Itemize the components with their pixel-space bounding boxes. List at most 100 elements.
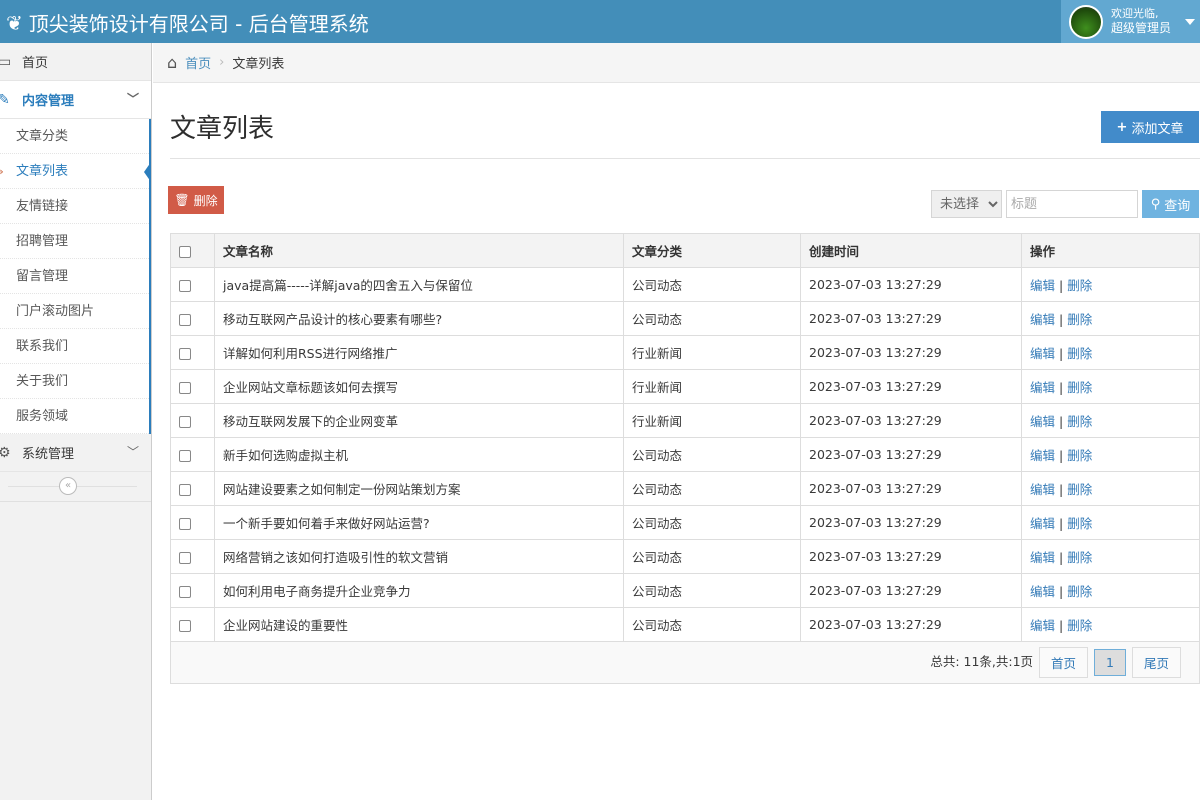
category-select[interactable]: 未选择 [931, 190, 1002, 218]
select-all-checkbox[interactable] [179, 245, 191, 258]
page-1-button[interactable]: 1 [1094, 649, 1126, 676]
breadcrumb-home[interactable]: 首页 [185, 57, 212, 72]
sidebar-subitem[interactable]: 文章分类 [0, 119, 149, 154]
separator: | [1059, 414, 1064, 429]
created-time: 2023-07-03 13:27:29 [800, 505, 1022, 540]
row-checkbox[interactable] [179, 517, 191, 530]
delete-link[interactable]: 删除 [1067, 516, 1093, 531]
edit-link[interactable]: 编辑 [1030, 482, 1056, 497]
sidebar-subitem[interactable]: 关于我们 [0, 364, 149, 399]
row-checkbox[interactable] [179, 279, 191, 292]
user-name: 超级管理员 [1111, 21, 1172, 35]
edit-link[interactable]: 编辑 [1030, 448, 1056, 463]
row-checkbox[interactable] [179, 585, 191, 598]
home-icon: ⌂ [167, 53, 178, 72]
sidebar-subitem[interactable]: 友情链接 [0, 189, 149, 224]
last-page-button[interactable]: 尾页 [1131, 647, 1181, 678]
row-checkbox[interactable] [179, 551, 191, 564]
sidebar-collapse: « [0, 472, 151, 502]
delete-link[interactable]: 删除 [1067, 414, 1093, 429]
sidebar-label: 首页 [22, 56, 49, 71]
brand[interactable]: ❦ 顶尖装饰设计有限公司 - 后台管理系统 [6, 8, 369, 37]
edit-link[interactable]: 编辑 [1030, 516, 1056, 531]
sidebar-item-home[interactable]: ▭ 首页 [0, 43, 151, 81]
separator: | [1059, 550, 1064, 565]
sidebar-subitem[interactable]: 联系我们 [0, 329, 149, 364]
sidebar-item-content[interactable]: ✎ 内容管理 ﹀ [0, 81, 151, 119]
sidebar-subitem[interactable]: 招聘管理 [0, 224, 149, 259]
table-row: 移动互联网发展下的企业网变革 行业新闻 2023-07-03 13:27:29 … [170, 403, 1200, 438]
plus-icon: + [1116, 119, 1128, 135]
add-article-button[interactable]: + 添加文章 [1101, 111, 1199, 143]
article-category: 行业新闻 [623, 335, 801, 370]
row-actions: 编辑 | 删除 [1021, 471, 1200, 506]
button-label: 添加文章 [1131, 121, 1184, 137]
delete-link[interactable]: 删除 [1067, 380, 1093, 395]
sidebar-subitem[interactable]: 文章列表 [0, 154, 151, 189]
first-page-button[interactable]: 首页 [1039, 647, 1089, 678]
row-checkbox[interactable] [179, 619, 191, 632]
delete-link[interactable]: 删除 [1067, 346, 1093, 361]
edit-link[interactable]: 编辑 [1030, 414, 1056, 429]
article-title: 移动互联网产品设计的核心要素有哪些? [214, 301, 624, 336]
edit-link[interactable]: 编辑 [1030, 584, 1056, 599]
sidebar-label: 系统管理 [22, 447, 75, 462]
caret-down-icon [1185, 18, 1196, 25]
double-left-icon[interactable]: « [59, 477, 77, 495]
breadcrumb-separator: › [219, 55, 225, 70]
delete-link[interactable]: 删除 [1067, 278, 1093, 293]
delete-link[interactable]: 删除 [1067, 448, 1093, 463]
delete-link[interactable]: 删除 [1067, 618, 1093, 633]
button-label: 删除 [193, 193, 218, 208]
delete-link[interactable]: 删除 [1067, 312, 1093, 327]
row-checkbox[interactable] [179, 415, 191, 428]
article-title: 一个新手要如何着手来做好网站运营? [214, 505, 624, 540]
query-button[interactable]: ⚲ 查询 [1142, 190, 1199, 218]
row-checkbox[interactable] [179, 347, 191, 360]
row-actions: 编辑 | 删除 [1021, 267, 1200, 302]
chevron-down-icon: ﹀ [126, 92, 139, 106]
article-title: 如何利用电子商务提升企业竞争力 [214, 573, 624, 608]
article-title: java提高篇-----详解java的四舍五入与保留位 [214, 267, 624, 302]
article-category: 公司动态 [623, 505, 801, 540]
row-checkbox[interactable] [179, 449, 191, 462]
delete-link[interactable]: 删除 [1067, 550, 1093, 565]
avatar [1069, 4, 1103, 39]
row-checkbox[interactable] [179, 483, 191, 496]
delete-link[interactable]: 删除 [1067, 482, 1093, 497]
article-category: 公司动态 [623, 437, 801, 472]
article-category: 公司动态 [623, 573, 801, 608]
top-header: ❦ 顶尖装饰设计有限公司 - 后台管理系统 欢迎光临, 超级管理员 [0, 0, 1200, 43]
edit-link[interactable]: 编辑 [1030, 550, 1056, 565]
delete-link[interactable]: 删除 [1067, 584, 1093, 599]
row-actions: 编辑 | 删除 [1021, 301, 1200, 336]
content-submenu: 文章分类文章列表友情链接招聘管理留言管理门户滚动图片联系我们关于我们服务领域 [0, 119, 151, 434]
article-title: 网络营销之该如何打造吸引性的软文营销 [214, 539, 624, 574]
sidebar-item-system[interactable]: ⚙ 系统管理 ﹀ [0, 434, 151, 472]
sidebar-label: 内容管理 [22, 94, 75, 109]
row-actions: 编辑 | 删除 [1021, 403, 1200, 438]
user-menu[interactable]: 欢迎光临, 超级管理员 [1061, 0, 1200, 43]
row-actions: 编辑 | 删除 [1021, 573, 1200, 608]
created-time: 2023-07-03 13:27:29 [800, 267, 1022, 302]
pagination: 总共: 11条,共:1页 首页 1 尾页 [170, 641, 1200, 684]
edit-link[interactable]: 编辑 [1030, 618, 1056, 633]
separator: | [1059, 380, 1064, 395]
title-search-input[interactable] [1006, 190, 1138, 218]
row-checkbox[interactable] [179, 313, 191, 326]
sidebar-subitem[interactable]: 留言管理 [0, 259, 149, 294]
table-row: 网站建设要素之如何制定一份网站策划方案 公司动态 2023-07-03 13:2… [170, 471, 1200, 506]
column-header-created: 创建时间 [800, 233, 1022, 268]
row-checkbox[interactable] [179, 381, 191, 394]
separator: | [1059, 516, 1064, 531]
table-row: 企业网站文章标题该如何去撰写 行业新闻 2023-07-03 13:27:29 … [170, 369, 1200, 404]
edit-link[interactable]: 编辑 [1030, 346, 1056, 361]
edit-link[interactable]: 编辑 [1030, 278, 1056, 293]
table-row: 如何利用电子商务提升企业竞争力 公司动态 2023-07-03 13:27:29… [170, 573, 1200, 608]
table-row: java提高篇-----详解java的四舍五入与保留位 公司动态 2023-07… [170, 267, 1200, 302]
delete-button[interactable]: 🗑 删除 [168, 186, 224, 214]
sidebar-subitem[interactable]: 服务领域 [0, 399, 149, 434]
edit-link[interactable]: 编辑 [1030, 312, 1056, 327]
edit-link[interactable]: 编辑 [1030, 380, 1056, 395]
sidebar-subitem[interactable]: 门户滚动图片 [0, 294, 149, 329]
